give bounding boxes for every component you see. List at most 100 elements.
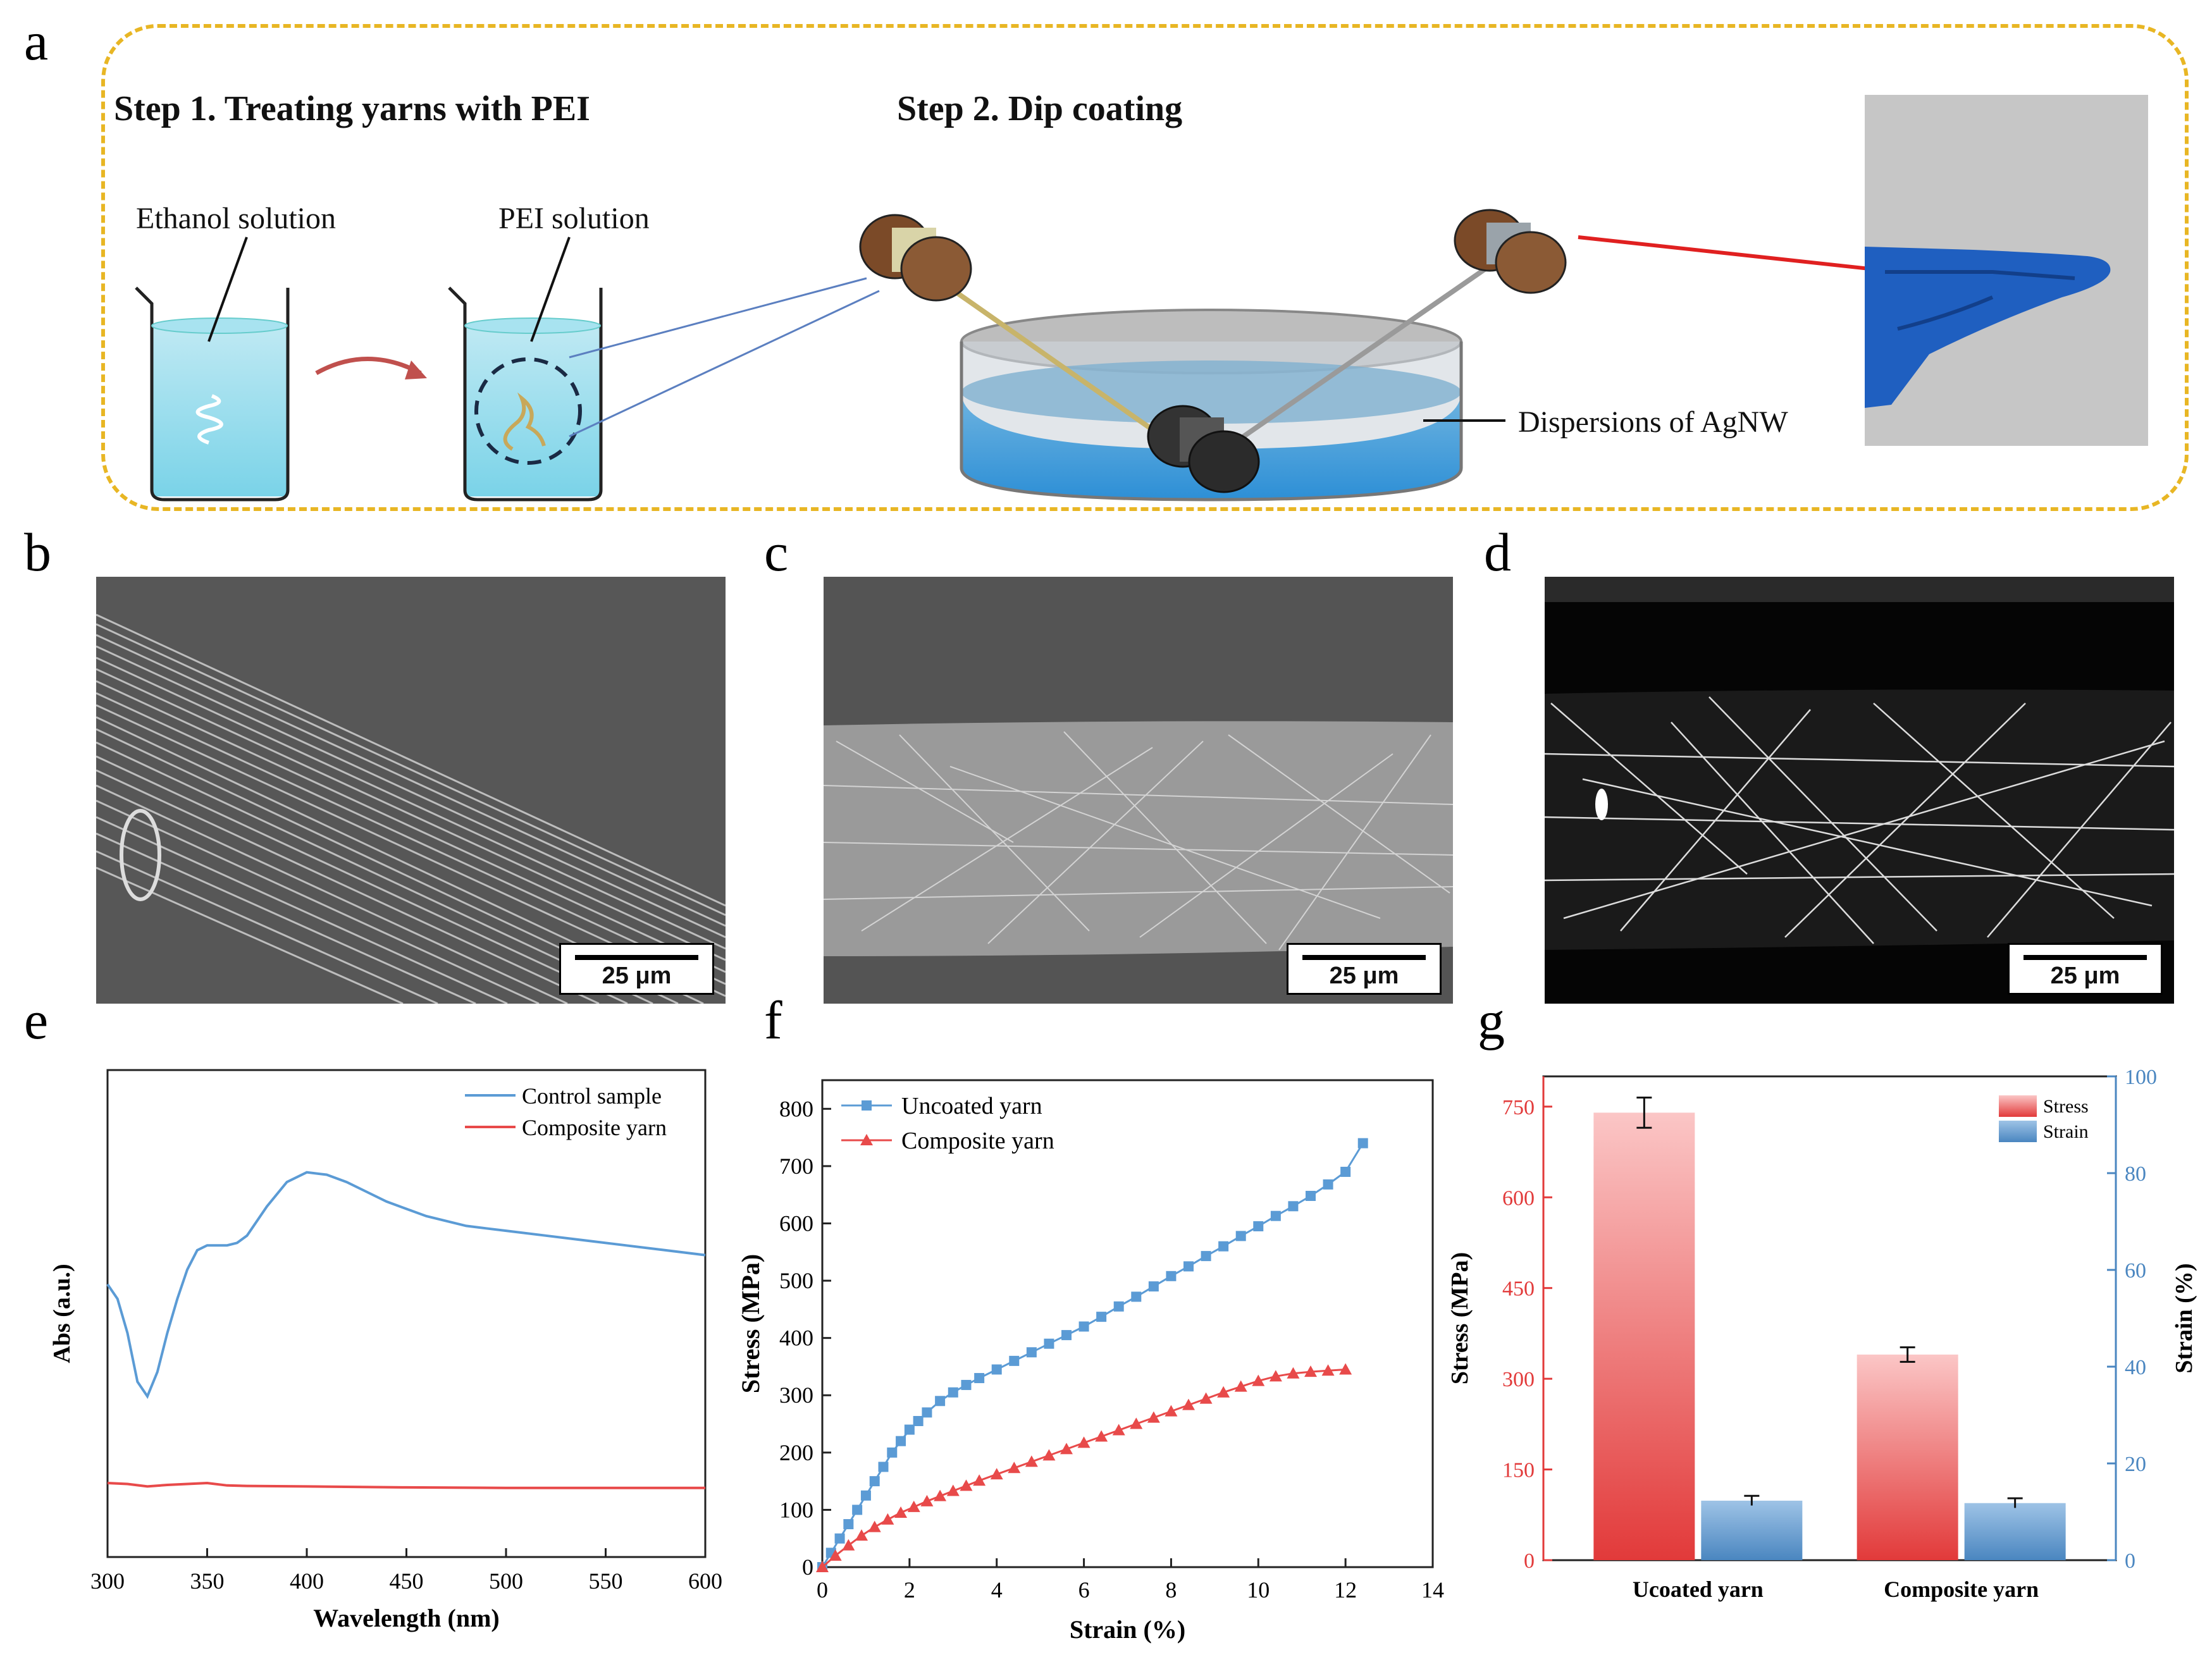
y-tick-label: 300 — [1502, 1368, 1535, 1391]
legend-label-1: Uncoated yarn — [901, 1093, 1042, 1119]
series-line-2 — [107, 1481, 705, 1489]
data-point — [1148, 1281, 1159, 1292]
y-tick-label: 300 — [779, 1382, 813, 1408]
chart-e: 300 350 400 450 500 550 600 Wavelength (nm) Abs … — [49, 1069, 722, 1632]
data-point — [1061, 1330, 1072, 1341]
data-point — [1077, 1436, 1091, 1448]
x-tick-label: 450 — [390, 1568, 424, 1594]
x-tick-label: 600 — [688, 1568, 722, 1594]
y-tick-label: 450 — [1502, 1277, 1535, 1301]
x-tick-label: 2 — [904, 1577, 915, 1603]
y-tick-label: 600 — [1502, 1186, 1535, 1210]
x-tick-label: 10 — [1247, 1577, 1270, 1603]
bar-strain — [1701, 1500, 1803, 1560]
legend-marker-2 — [860, 1134, 873, 1145]
agnw-label: Dispersions of AgNW — [1518, 405, 1788, 439]
x-tick-label: 4 — [991, 1577, 1003, 1603]
data-point — [1304, 1365, 1317, 1377]
data-point — [1235, 1231, 1246, 1241]
step2-title: Step 2. Dip coating — [897, 89, 1183, 128]
series-line-1 — [106, 1171, 706, 1400]
schematic-drawing — [135, 95, 2148, 502]
left-spool — [859, 214, 972, 302]
x-axis-label: Strain (%) — [1070, 1615, 1185, 1644]
y-tick-label: 750 — [1502, 1096, 1535, 1119]
data-point — [868, 1520, 881, 1532]
data-point — [843, 1519, 854, 1530]
chart-f: 0 2 4 6 8 10 12 14 0 100 200 300 400 500 600 700 800 Stra… — [736, 1079, 1444, 1644]
step1-title: Step 1. Treating yarns with PEI — [114, 89, 590, 128]
y2-tick-label: 80 — [2125, 1162, 2146, 1186]
y-tick-label: 0 — [802, 1554, 813, 1580]
glove-photo — [1865, 95, 2148, 446]
x-tick-label: 400 — [290, 1568, 324, 1594]
series-line-2 — [822, 1369, 1346, 1568]
legend-label-strain: Strain — [2043, 1121, 2089, 1142]
panel-label-a: a — [24, 11, 49, 71]
data-point — [1270, 1210, 1281, 1221]
panel-label-c: c — [764, 522, 789, 582]
data-point — [852, 1505, 863, 1515]
y2-tick-label: 60 — [2125, 1259, 2146, 1283]
data-point — [1288, 1201, 1299, 1212]
data-point — [1306, 1190, 1316, 1201]
y2-tick-label: 40 — [2125, 1356, 2146, 1379]
y-tick-label: 0 — [1524, 1549, 1535, 1573]
data-point — [1253, 1221, 1264, 1231]
data-point — [894, 1506, 908, 1518]
data-point — [1182, 1398, 1195, 1410]
data-point — [887, 1447, 898, 1458]
y2-tick-label: 20 — [2125, 1453, 2146, 1476]
data-point — [1252, 1374, 1265, 1386]
y-tick-label: 600 — [779, 1210, 813, 1236]
bar-strain — [1964, 1503, 2066, 1560]
sem-image-d: 25 μm — [1545, 577, 2174, 1004]
data-point — [1199, 1392, 1213, 1404]
y-tick-label: 100 — [779, 1497, 813, 1522]
y2-axis-label: Strain (%) — [2171, 1263, 2197, 1373]
data-point — [1269, 1370, 1282, 1382]
y-tick-label: 800 — [779, 1096, 813, 1121]
y2-tick-label: 100 — [2125, 1066, 2157, 1089]
data-point — [1323, 1179, 1333, 1190]
x-axis-label: Wavelength (nm) — [313, 1604, 499, 1632]
data-point — [961, 1379, 972, 1390]
data-point — [860, 1490, 871, 1501]
data-point — [990, 1468, 1003, 1480]
data-point — [1147, 1411, 1160, 1423]
x-tick-label: 0 — [817, 1577, 828, 1603]
data-point — [1321, 1364, 1335, 1376]
x-category-label: Ucoated yarn — [1633, 1577, 1764, 1602]
data-point — [1026, 1347, 1037, 1358]
y-axis-label: Abs (a.u.) — [49, 1264, 75, 1363]
y-tick-label: 400 — [779, 1326, 813, 1351]
data-point — [1113, 1301, 1124, 1312]
y2-tick-label: 0 — [2125, 1549, 2135, 1573]
legend-label-stress: Stress — [2043, 1096, 2089, 1117]
data-point — [1112, 1424, 1125, 1436]
data-point — [869, 1476, 880, 1487]
data-point — [878, 1462, 889, 1472]
panel-label-e: e — [24, 990, 49, 1050]
y-axis-label: Stress (MPa) — [736, 1254, 765, 1393]
pei-label: PEI solution — [498, 202, 650, 235]
data-point — [1217, 1386, 1230, 1398]
legend-label-2: Composite yarn — [901, 1128, 1054, 1154]
x-tick-label: 350 — [190, 1568, 225, 1594]
step-arrow-icon — [315, 357, 422, 376]
data-point — [1130, 1417, 1143, 1429]
data-point — [1287, 1367, 1300, 1379]
data-point — [922, 1407, 932, 1418]
data-point — [946, 1484, 960, 1496]
data-point — [948, 1387, 958, 1398]
scale-bar-c: 25 μm — [1287, 943, 1442, 995]
data-point — [974, 1373, 985, 1384]
x-tick-label: 8 — [1165, 1577, 1177, 1603]
y-tick-label: 500 — [779, 1268, 813, 1293]
data-point — [1165, 1405, 1178, 1417]
panel-label-d: d — [1484, 522, 1511, 582]
data-point — [973, 1474, 986, 1486]
panel-label-g: g — [1478, 990, 1505, 1050]
pei-beaker — [448, 237, 603, 502]
panel-label-b: b — [24, 522, 51, 582]
